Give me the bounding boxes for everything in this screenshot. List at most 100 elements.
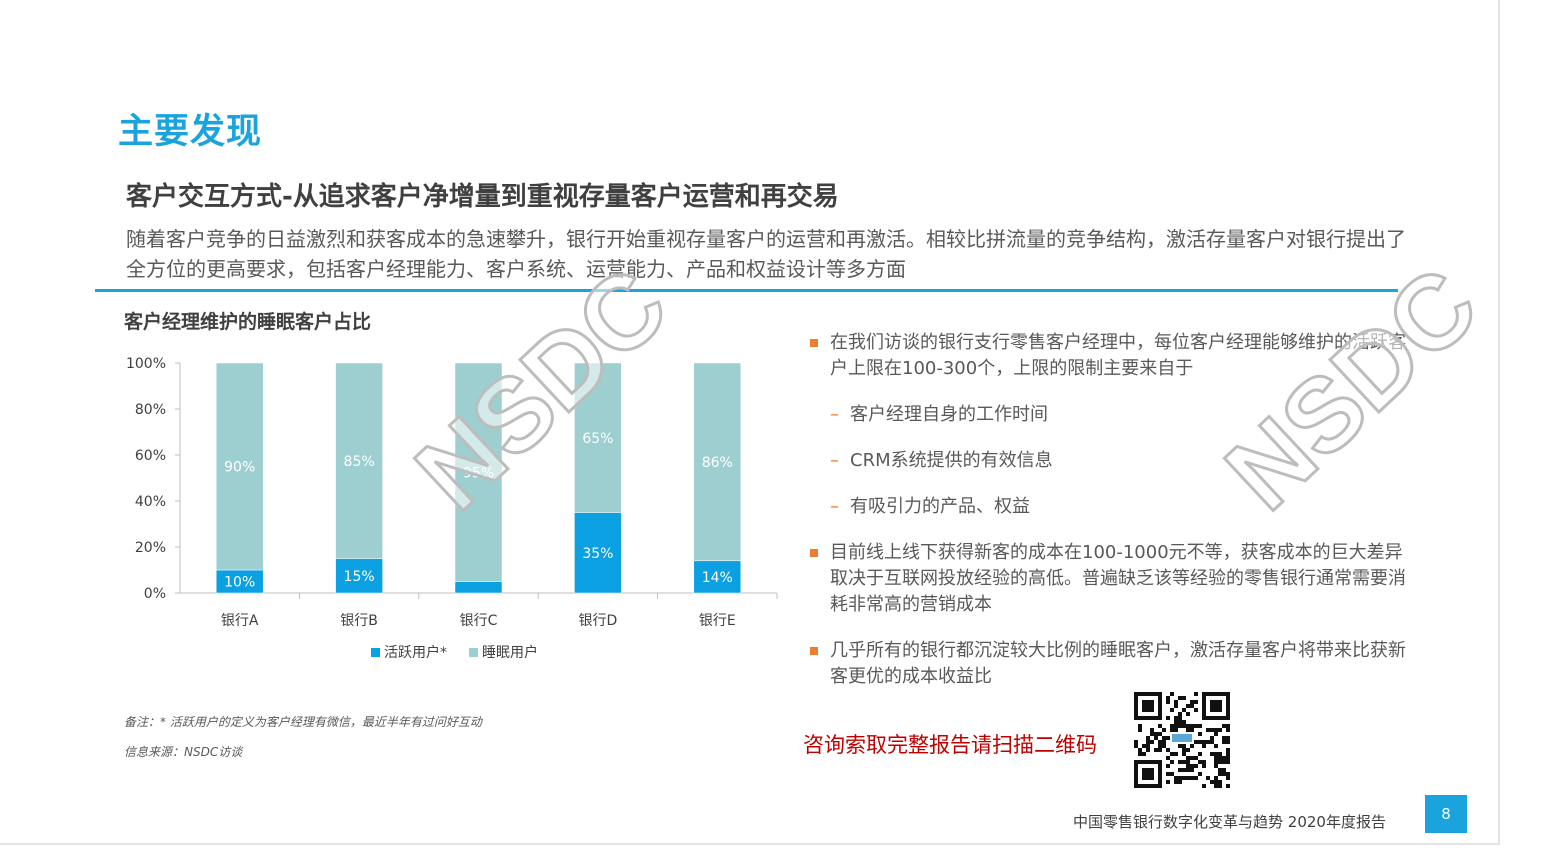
x-tick-label: 银行B (340, 613, 378, 629)
qr-module (1198, 740, 1202, 744)
qr-module (1170, 760, 1174, 764)
qr-module (1174, 776, 1178, 780)
qr-module (1186, 712, 1190, 716)
bar-active (335, 558, 383, 594)
qr-module (1182, 748, 1186, 752)
legend-label: 活跃用户* (384, 644, 447, 661)
finding-text: 目前线上线下获得新客的成本在100-1000元不等，获客成本的巨大差异取决于互联… (830, 542, 1406, 615)
bar-active (693, 560, 742, 594)
qr-module (1182, 696, 1186, 700)
qr-module (1222, 756, 1226, 760)
qr-module (1166, 756, 1170, 760)
qr-module (1194, 708, 1198, 712)
bar-dormant (454, 362, 503, 582)
qr-module (1186, 768, 1190, 772)
qr-module (1182, 776, 1186, 780)
qr-module (1142, 752, 1146, 756)
qr-module (1190, 704, 1194, 708)
qr-module (1186, 776, 1190, 780)
bar-active (574, 512, 622, 594)
qr-module (1226, 756, 1230, 760)
qr-module (1170, 708, 1174, 712)
qr-module (1226, 724, 1230, 728)
qr-module (1214, 756, 1218, 760)
qr-module (1162, 744, 1166, 748)
intro-paragraph: 随着客户竞争的日益激烈和获客成本的急速攀升，银行开始重视存量客户的运营和再激活。… (126, 227, 1406, 281)
square-bullet-icon (810, 339, 818, 347)
qr-module (1210, 728, 1214, 732)
x-tick-label: 银行C (460, 613, 498, 629)
qr-module (1202, 764, 1206, 768)
qr-module (1206, 740, 1210, 744)
qr-module (1170, 772, 1174, 776)
qr-finder (1142, 768, 1154, 780)
qr-module (1174, 724, 1178, 728)
bar-dormant (215, 362, 264, 571)
qr-module (1162, 740, 1166, 744)
qr-module (1178, 760, 1182, 764)
qr-module (1154, 748, 1158, 752)
qr-module (1138, 748, 1142, 752)
qr-module (1178, 776, 1182, 780)
y-tick-label: 40% (135, 494, 166, 510)
qr-module (1218, 768, 1222, 772)
qr-module (1146, 736, 1150, 740)
qr-module (1190, 768, 1194, 772)
qr-module (1162, 728, 1166, 732)
sub-item-text: 客户经理自身的工作时间 (850, 404, 1048, 425)
qr-module (1190, 756, 1194, 760)
divider-rule (95, 289, 1398, 292)
qr-module (1150, 728, 1154, 732)
qr-module (1178, 780, 1182, 784)
qr-module (1222, 736, 1226, 740)
dash-icon: – (830, 496, 839, 517)
headline: 客户交互方式-从追求客户净增量到重视存量客户运营和再交易 (126, 182, 839, 212)
findings-list: 在我们访谈的银行支行零售客户经理中，每位客户经理能够维护的活跃客户上限在100-… (808, 330, 1408, 710)
data-label: 14% (702, 570, 733, 586)
qr-module (1186, 724, 1190, 728)
qr-module (1198, 772, 1202, 776)
qr-finder (1210, 700, 1222, 712)
sub-item: – CRM系统提供的有效信息 (830, 448, 1408, 474)
qr-module (1146, 740, 1150, 744)
qr-module (1138, 724, 1142, 728)
qr-module (1174, 716, 1178, 720)
qr-module (1162, 736, 1166, 740)
footer-report-title: 中国零售银行数字化变革与趋势 2020年度报告 (1073, 813, 1386, 831)
qr-module (1218, 752, 1222, 756)
qr-module (1170, 692, 1174, 696)
qr-module (1174, 700, 1178, 704)
qr-module (1226, 784, 1230, 788)
qr-module (1182, 760, 1186, 764)
data-label: 85% (344, 454, 375, 470)
qr-module (1218, 784, 1222, 788)
qr-code-icon[interactable] (1134, 692, 1230, 788)
legend-label: 睡眠用户 (482, 644, 538, 661)
qr-module (1182, 744, 1186, 748)
qr-module (1154, 736, 1158, 740)
data-label: 90% (224, 460, 255, 476)
qr-module (1210, 752, 1214, 756)
qr-module (1166, 716, 1170, 720)
qr-module (1226, 760, 1230, 764)
data-label: 15% (344, 569, 375, 585)
y-tick-label: 0% (144, 586, 166, 602)
qr-module (1190, 724, 1194, 728)
qr-module (1218, 772, 1222, 776)
qr-module (1166, 780, 1170, 784)
data-label: 95% (463, 465, 494, 481)
qr-module (1202, 760, 1206, 764)
qr-module (1222, 740, 1226, 744)
qr-module (1174, 704, 1178, 708)
qr-module (1186, 756, 1190, 760)
qr-module (1186, 728, 1190, 732)
x-tick-label: 银行E (699, 613, 736, 629)
remark-note: 备注：* 活跃用户的定义为客户经理有微信，最近半年有过问好互动 (124, 715, 482, 729)
qr-module (1166, 700, 1170, 704)
chart-title: 客户经理维护的睡眠客户占比 (124, 311, 372, 333)
qr-center (1172, 734, 1192, 742)
qr-module (1174, 752, 1178, 756)
qr-module (1194, 692, 1198, 696)
qr-module (1166, 736, 1170, 740)
sub-item-text: CRM系统提供的有效信息 (850, 450, 1053, 471)
